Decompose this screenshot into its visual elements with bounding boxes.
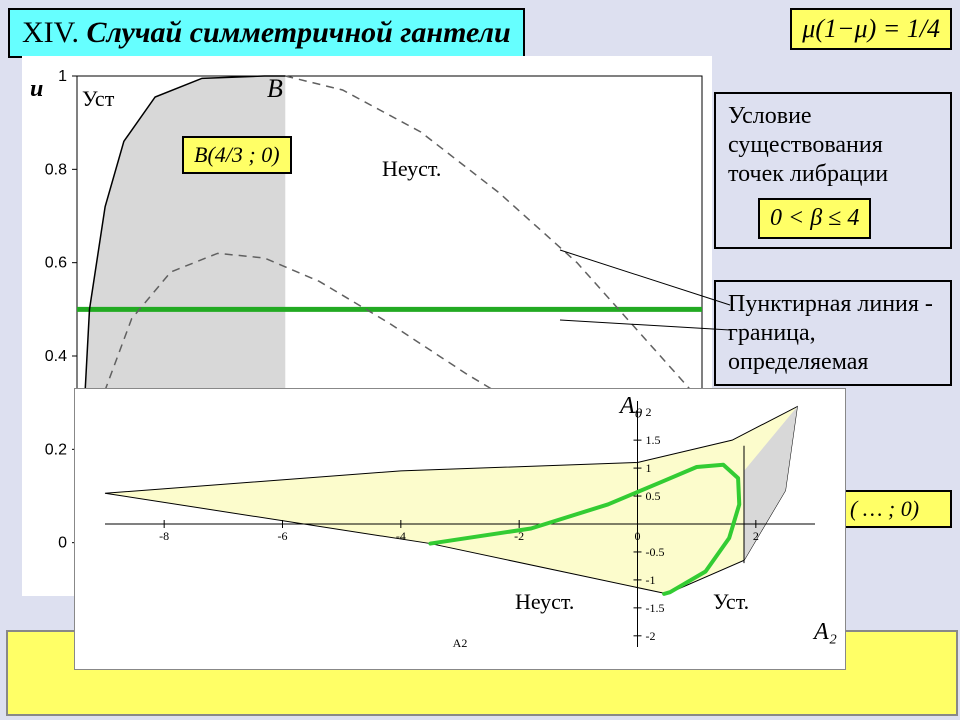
inset-unstable-label: Неуст. <box>515 589 574 615</box>
svg-text:-6: -6 <box>278 529 288 543</box>
svg-text:A2: A2 <box>453 636 468 650</box>
title-roman: XIV. <box>22 16 79 49</box>
svg-text:2: 2 <box>753 529 759 543</box>
a2-axis-label: A₂ <box>814 619 837 646</box>
title-text: Случай симметричной гантели <box>79 16 511 49</box>
unstable-region-label: Неуст. <box>382 156 441 182</box>
equation-side: ( … ; 0) <box>838 490 952 528</box>
equation-mu: μ(1−μ) = 1/4 <box>790 8 952 50</box>
inset-a0-a2-chart: -8-6-4-202-2-1.5-1-0.50.511.52A2 Неуст. … <box>74 388 846 670</box>
svg-text:0.2: 0.2 <box>45 441 67 458</box>
point-b-label: B <box>267 74 283 104</box>
libration-condition-box: Условие существования точек либрации 0 <… <box>714 92 952 249</box>
svg-text:0: 0 <box>635 529 641 543</box>
svg-text:0.5: 0.5 <box>646 489 661 503</box>
svg-text:1.5: 1.5 <box>646 433 661 447</box>
svg-text:0.4: 0.4 <box>45 348 67 365</box>
dashed-line-text: Пунктирная линия - граница, определяемая <box>728 290 938 376</box>
svg-text:-4: -4 <box>396 529 406 543</box>
a0-axis-label: A₀ <box>620 393 643 420</box>
svg-text:2: 2 <box>646 405 652 419</box>
svg-text:1: 1 <box>646 461 652 475</box>
inset-stable-label: Уст. <box>713 589 749 615</box>
dashed-line-legend: Пунктирная линия - граница, определяемая <box>714 280 952 386</box>
y-axis-label: u <box>30 76 43 103</box>
svg-text:0: 0 <box>58 535 67 552</box>
svg-text:-1: -1 <box>646 573 656 587</box>
svg-text:0.6: 0.6 <box>45 255 67 272</box>
libration-condition-text: Условие существования точек либрации <box>728 102 938 188</box>
svg-text:-2: -2 <box>646 629 656 643</box>
svg-text:1: 1 <box>58 68 67 85</box>
libration-condition-eq: 0 < β ≤ 4 <box>758 198 871 239</box>
svg-text:-0.5: -0.5 <box>646 545 665 559</box>
stable-region-label: Уст <box>82 86 114 112</box>
svg-text:-8: -8 <box>159 529 169 543</box>
point-b-coords: B(4/3 ; 0) <box>182 136 292 174</box>
section-title: XIV. Случай симметричной гантели <box>8 8 525 58</box>
svg-text:-1.5: -1.5 <box>646 601 665 615</box>
svg-text:0.8: 0.8 <box>45 161 67 178</box>
